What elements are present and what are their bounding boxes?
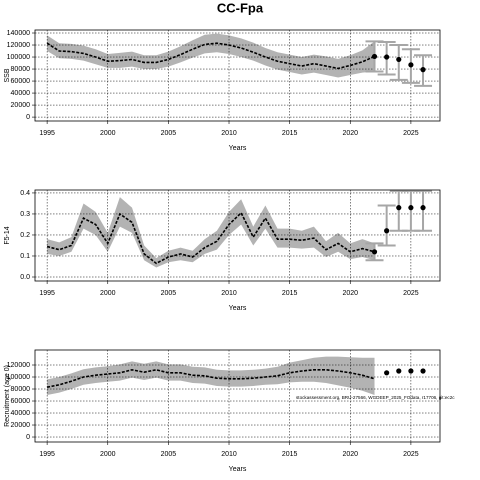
x-tick-label: 2020: [342, 130, 358, 137]
y-tick-label: 80000: [11, 66, 31, 73]
y-tick-label: 20000: [11, 422, 31, 429]
x-tick-label: 2005: [161, 290, 177, 297]
forecast-point: [396, 56, 402, 63]
y-tick-label: 120000: [7, 362, 30, 369]
forecast-point: [371, 53, 378, 60]
y-tick-label: 0.3: [20, 211, 30, 218]
x-tick-label: 2025: [403, 290, 419, 297]
y-tick-label: 100000: [7, 374, 30, 381]
x-tick-label: 2020: [342, 451, 358, 458]
forecast-point: [408, 205, 414, 211]
estimate-line: [46, 42, 375, 70]
plot-area: [35, 190, 440, 281]
y-tick-label: 0.1: [20, 253, 30, 260]
forecast-point: [396, 368, 402, 374]
x-tick-label: 2010: [221, 130, 237, 137]
estimate-line: [46, 368, 375, 388]
x-tick-label: 2025: [403, 130, 419, 137]
x-tick-label: 1995: [39, 290, 55, 297]
y-tick-label: 0: [26, 434, 30, 441]
y-tick-label: 0.2: [20, 232, 30, 239]
confidence-band: [47, 33, 375, 78]
forecast-point: [420, 205, 426, 211]
x-tick-label: 2005: [161, 130, 177, 137]
plot-area: [35, 350, 440, 442]
y-tick-label: 20000: [11, 102, 31, 109]
x-tick-label: 2010: [221, 451, 237, 458]
x-tick-label: 2025: [403, 451, 419, 458]
y-axis-label: F5-14: [4, 226, 11, 244]
chart-title: CC-Fpa: [217, 0, 264, 15]
y-tick-label: 60000: [11, 398, 31, 405]
x-tick-label: 2015: [282, 130, 298, 137]
forecast-point: [408, 62, 414, 68]
x-axis-label: Years: [229, 145, 247, 152]
y-tick-label: 140000: [7, 30, 30, 37]
forecast-point: [384, 228, 390, 234]
plot-frame: [34, 189, 441, 282]
plot-frame: [34, 29, 441, 122]
x-tick-label: 2020: [342, 290, 358, 297]
x-tick-label: 2015: [282, 451, 298, 458]
plot-area: [35, 30, 440, 121]
forecast-point: [420, 368, 426, 374]
forecast-point: [384, 54, 390, 60]
x-tick-label: 2000: [100, 130, 116, 137]
x-tick-label: 2005: [161, 451, 177, 458]
y-tick-label: 0.0: [20, 274, 30, 281]
x-tick-label: 1995: [39, 451, 55, 458]
x-tick-label: 2000: [100, 451, 116, 458]
y-tick-label: 40000: [11, 90, 31, 97]
y-tick-label: 120000: [7, 42, 30, 49]
x-tick-label: 1995: [39, 130, 55, 137]
x-axis-label: Years: [229, 466, 247, 473]
y-axis-label: SSB: [4, 68, 11, 82]
forecast-point: [396, 205, 402, 211]
x-tick-label: 2010: [221, 290, 237, 297]
x-axis-label: Years: [229, 305, 247, 312]
estimate-line: [46, 211, 375, 265]
forecast-point: [371, 249, 378, 255]
forecast-point: [384, 370, 390, 376]
confidence-band: [47, 356, 375, 396]
y-axis-label: Recruitment (age 0): [4, 365, 11, 427]
forecast-point: [420, 67, 426, 73]
y-tick-label: 60000: [11, 78, 31, 85]
y-tick-label: 100000: [7, 54, 30, 61]
forecast-point: [408, 368, 414, 374]
y-tick-label: 40000: [11, 410, 31, 417]
confidence-band: [47, 197, 375, 268]
y-tick-label: 0: [26, 114, 30, 121]
x-tick-label: 2000: [100, 290, 116, 297]
x-tick-label: 2015: [282, 290, 298, 297]
annotation: stockassessment.org, BRU-27566, WGDEEP_2…: [296, 395, 455, 400]
y-tick-label: 0.4: [20, 190, 30, 197]
plot-frame: [34, 349, 441, 443]
y-tick-label: 80000: [11, 386, 31, 393]
